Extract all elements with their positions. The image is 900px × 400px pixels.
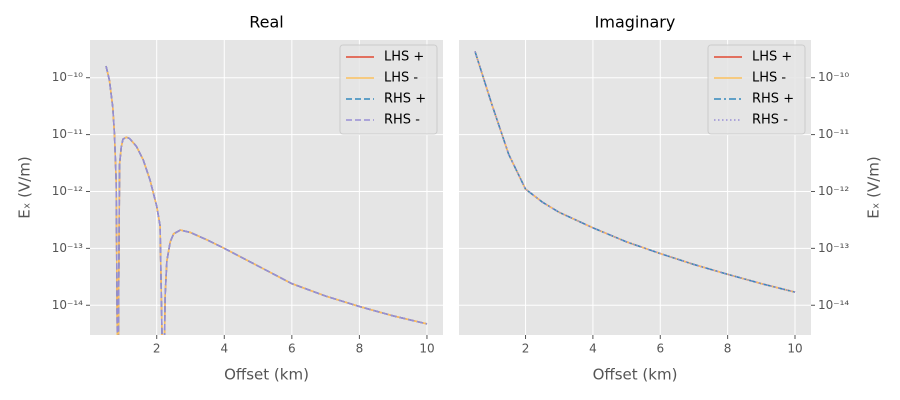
legend-box bbox=[339, 44, 438, 135]
series-line bbox=[474, 51, 796, 293]
legend-label: LHS + bbox=[384, 50, 424, 65]
y-tick-label: 10⁻¹³ bbox=[52, 241, 83, 255]
y-axis-label: Eₓ (V/m) bbox=[16, 156, 34, 219]
series-line bbox=[105, 65, 428, 335]
x-tick-label: 2 bbox=[522, 342, 530, 356]
x-tick-label: 6 bbox=[656, 342, 664, 356]
y-tick-label: 10⁻¹³ bbox=[818, 241, 849, 255]
legend-label: RHS - bbox=[752, 113, 788, 128]
legend-label: LHS + bbox=[752, 50, 792, 65]
x-axis-label: Offset (km) bbox=[224, 366, 309, 384]
panel-title: Imaginary bbox=[595, 13, 676, 32]
y-tick-label: 10⁻¹¹ bbox=[52, 127, 83, 141]
legend-label: RHS + bbox=[384, 92, 426, 107]
y-tick-label: 10⁻¹⁴ bbox=[52, 298, 83, 312]
x-tick-label: 6 bbox=[288, 342, 296, 356]
x-tick-label: 10 bbox=[419, 342, 434, 356]
x-tick-label: 4 bbox=[220, 342, 228, 356]
x-tick-label: 2 bbox=[153, 342, 161, 356]
y-axis-label: Eₓ (V/m) bbox=[865, 156, 883, 219]
legend-label: RHS - bbox=[384, 113, 420, 128]
x-tick-label: 4 bbox=[589, 342, 597, 356]
panel-title: Real bbox=[249, 13, 284, 32]
legend-label: RHS + bbox=[752, 92, 794, 107]
x-tick-label: 10 bbox=[787, 342, 802, 356]
x-tick-label: 8 bbox=[724, 342, 732, 356]
legend-label: LHS - bbox=[752, 71, 786, 86]
y-tick-label: 10⁻¹⁰ bbox=[818, 70, 849, 84]
legend-box bbox=[707, 44, 806, 135]
y-tick-label: 10⁻¹² bbox=[52, 184, 83, 198]
y-tick-label: 10⁻¹¹ bbox=[818, 127, 849, 141]
legend-label: LHS - bbox=[384, 71, 418, 86]
x-axis-label: Offset (km) bbox=[593, 366, 678, 384]
y-tick-label: 10⁻¹⁰ bbox=[52, 70, 83, 84]
y-tick-label: 10⁻¹⁴ bbox=[818, 298, 849, 312]
x-tick-label: 8 bbox=[356, 342, 364, 356]
y-tick-label: 10⁻¹² bbox=[818, 184, 849, 198]
